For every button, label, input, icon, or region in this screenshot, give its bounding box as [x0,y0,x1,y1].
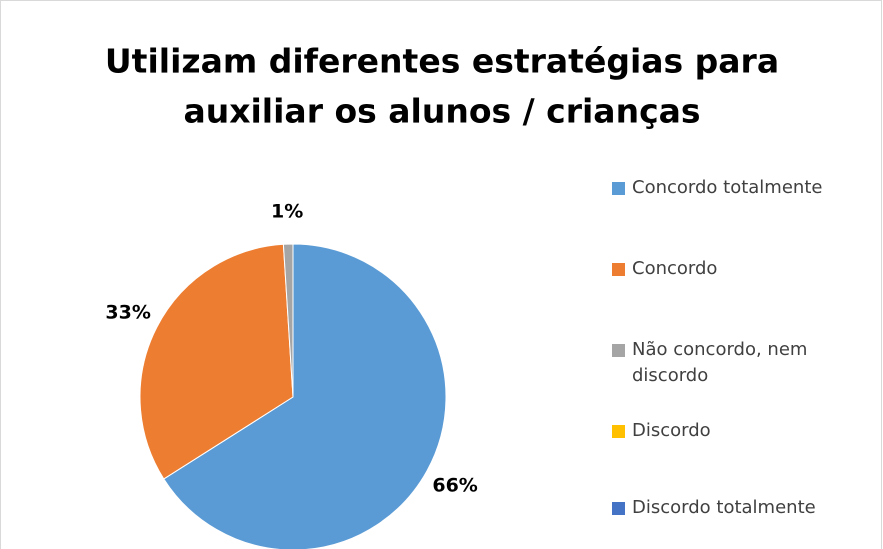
pie-slice [139,243,294,480]
pie-slice [282,243,294,398]
data-label: 1% [271,201,303,223]
chart-title: auxiliar os alunos / crianças [183,92,700,131]
legend-item: Não concordo, nem discordo [612,337,862,389]
legend-swatch [612,425,625,438]
legend-item: Concordo totalmente [612,175,862,201]
legend-item: Discordo totalmente [612,495,862,521]
legend-label: Discordo totalmente [632,497,816,518]
legend-swatch [612,182,625,195]
data-label: 66% [432,475,477,497]
legend-label: Discordo [632,420,711,441]
legend-label: Não concordo, nem discordo [632,339,808,386]
pie-slice [163,243,447,549]
legend-swatch [612,344,625,357]
legend-label: Concordo totalmente [632,177,823,198]
legend-label: Concordo [632,258,718,279]
chart-title: Utilizam diferentes estratégias para [105,42,779,81]
legend-item: Concordo [612,256,862,282]
legend-swatch [612,263,625,276]
legend-item: Discordo [612,418,862,444]
data-label: 33% [105,302,150,324]
legend-swatch [612,502,625,515]
